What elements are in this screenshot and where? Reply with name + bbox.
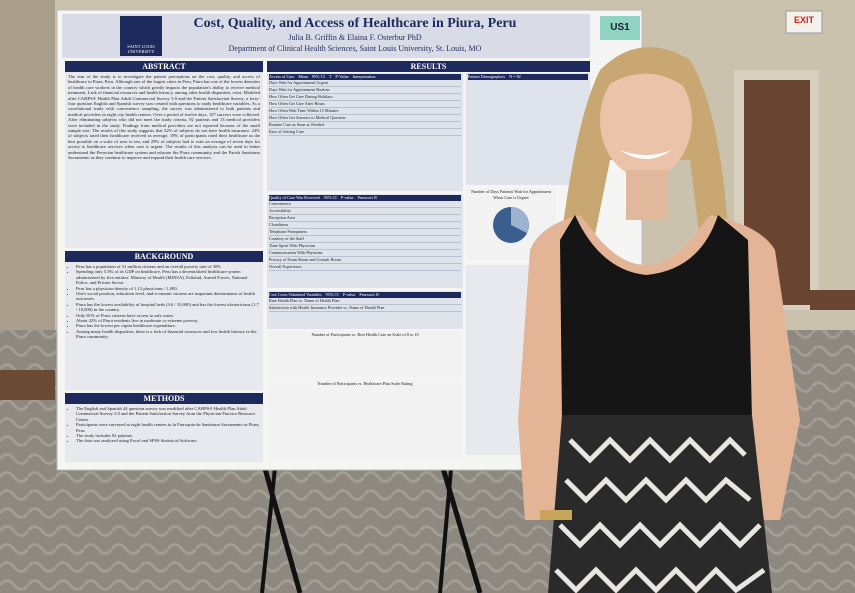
easel-leg (259, 457, 303, 593)
row-label: Time Spent With Physician (269, 243, 461, 250)
row-label: Overall Experience (269, 264, 461, 271)
column-header: 95% CI (323, 195, 337, 200)
bullet-list: Peru has a population of 31 million citi… (68, 264, 260, 340)
table-header: Quality of Care Was Received 95% CI P-valu… (269, 195, 461, 201)
smile (620, 150, 672, 159)
access-table: Access of Care Mean 95% CI T P-Value Interpre… (267, 73, 463, 191)
column-header: Pearson's R (357, 195, 377, 200)
column-header: Mean (298, 74, 308, 79)
column-header: Access of Care (269, 74, 295, 79)
row-label: How Often Get Care During Holidays (269, 94, 461, 101)
badge: US1 (600, 16, 640, 40)
bullet: About 42% of Piura residents live in mod… (76, 318, 260, 323)
section-heading: ABSTRACT (65, 61, 263, 72)
row-label: Accessibility (269, 208, 461, 215)
row-label: Reception Area (269, 215, 461, 222)
column-header: Cost Cross-Tabulated Variables (269, 292, 322, 297)
row-label: How Often Get Answers to Medical Questio… (269, 115, 461, 122)
neck (626, 170, 668, 220)
row-label: Cleanliness (269, 222, 461, 229)
logo: SAINT LOUIS UNIVERSITY (120, 16, 162, 56)
poster-title: Cost, Quality, and Access of Healthcare … (193, 16, 517, 31)
table-header: Cost Cross-Tabulated Variables 95% CI P-va… (269, 292, 461, 298)
section-heading: BACKGROUND (65, 251, 263, 262)
column-header: Patient Demographics (468, 74, 506, 79)
column-header: Quality of Care Was Received (269, 195, 320, 200)
chart-panel: Number of Participants vs. Healthcare Pl… (267, 380, 463, 458)
bullet: Among many health disparities, there is … (76, 329, 260, 340)
background-body: Peru has a population of 31 million citi… (65, 262, 263, 390)
quality-table: Quality of Care Was Received 95% CI P-valu… (267, 194, 463, 288)
row-label: Ease of Getting Care (269, 129, 461, 136)
row-label: How Often Get Care After Hours (269, 101, 461, 108)
chart-panel: Number of Participants vs. Best Health C… (267, 331, 463, 377)
bullet: Spending only 5.5% of its GDP on healthc… (76, 269, 260, 285)
column-header: T (328, 74, 332, 79)
chart-title: Number of Participants vs. Best Health C… (311, 332, 419, 337)
chart-title: Number of Days Patients Wait for Appoint… (471, 189, 551, 200)
baseboard (810, 290, 855, 310)
department: Department of Clinical Health Sciences, … (228, 44, 482, 53)
abstract-text: The aim of the study is to investigate t… (65, 72, 263, 248)
table-header: Access of Care Mean 95% CI T P-Value Interpre… (269, 74, 461, 80)
row-label: Communication With Physician (269, 250, 461, 257)
authors: Julia B. Griffin & Elaina F. Osterbur Ph… (288, 33, 422, 42)
chart-title: Number of Participants vs. Healthcare Pl… (317, 381, 413, 386)
column-header: 95% CI (325, 292, 339, 297)
row-label: Telephone Promptness (269, 229, 461, 236)
row-label: Routine Care as Soon as Needed (269, 122, 461, 129)
exit-sign (785, 10, 823, 34)
bullet: Piura has the lowest availability of hos… (76, 302, 260, 313)
bullet-list: The English and Spanish 44 question surv… (68, 406, 260, 444)
row-label: Courtesy of the Staff (269, 236, 461, 243)
easel-leg (260, 457, 278, 593)
bullet: Piura has the lowest per capita healthca… (76, 323, 260, 328)
row-label: How Often Wait Time Within 15 Minutes (269, 108, 461, 115)
bracelet (540, 510, 572, 520)
row-label: Privacy of Exam Room and Consult Room (269, 257, 461, 264)
section-heading: RESULTS (267, 61, 590, 72)
pie-icon (493, 207, 529, 243)
table-header: Patient Demographics N = 92 (468, 74, 588, 80)
bullet: One's social position, education level, … (76, 291, 260, 302)
row-label: Days Wait for Appointment Routine (269, 87, 461, 94)
bullet: The English and Spanish 44 question surv… (76, 406, 260, 422)
bullet: Peru has a population of 31 million citi… (76, 264, 260, 269)
bullet: The data was analyzed using Excel and SP… (76, 438, 260, 443)
pie-panel: Number of Days Patients Wait for Appoint… (466, 188, 556, 260)
section-heading: METHODS (65, 393, 263, 404)
face (600, 62, 692, 178)
column-header: P-value (342, 292, 356, 297)
bullet: The study includes 92 patients. (76, 433, 260, 438)
baseboard (0, 370, 55, 400)
row-label: Rate Health Plan vs. Name of Health Plan (269, 298, 461, 305)
row-label: Convenience (269, 201, 461, 208)
methods-body: The English and Spanish 44 question surv… (65, 404, 263, 462)
column-header: P-Value (335, 74, 349, 79)
easel-leg (438, 457, 454, 593)
column-header: 95% CI (311, 74, 325, 79)
row-label: Satisfaction with Health Insurance Provi… (269, 305, 461, 312)
top (560, 215, 752, 420)
skirt (548, 415, 772, 593)
easel-leg (437, 457, 483, 593)
bullet: Only 81% of Piura citizens have access t… (76, 313, 260, 318)
row-label: Days Wait for Appointment Urgent (269, 80, 461, 87)
cost-table: Cost Cross-Tabulated Variables 95% CI P-va… (267, 291, 463, 329)
hair (600, 55, 695, 95)
skirt-pattern (554, 436, 766, 593)
column-header: Interpretation (352, 74, 376, 79)
column-header: N = 92 (509, 74, 521, 79)
column-header: P-value (340, 195, 354, 200)
demographics-table: Patient Demographics N = 92 (466, 73, 590, 185)
column-header: Pearson's R (359, 292, 379, 297)
exit-text: EXIT (793, 15, 814, 25)
bullet: Peru has a physician density of 1.12 phy… (76, 286, 260, 291)
bullet: Participants were surveyed at eight heal… (76, 422, 260, 433)
